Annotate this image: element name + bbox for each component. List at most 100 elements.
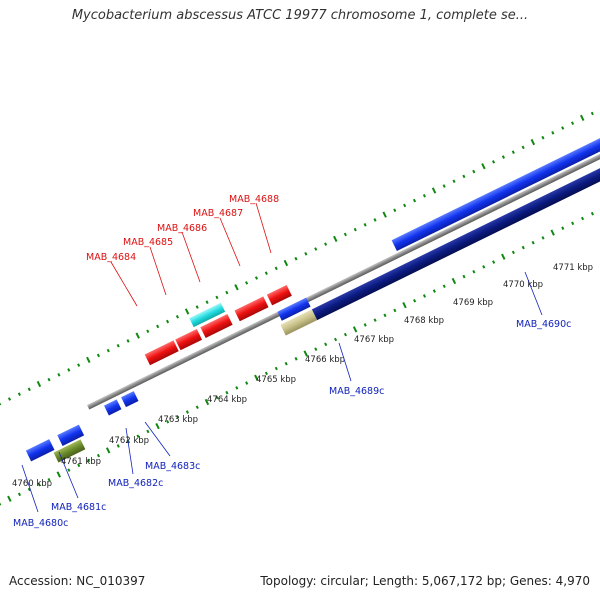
ruler-label-4767: 4767 kbp — [354, 335, 394, 345]
map-title: Mycobacterium abscessus ATCC 19977 chrom… — [71, 8, 529, 23]
minor-tick — [156, 324, 160, 329]
minor-tick — [590, 211, 594, 216]
label-mab-4684: MAB_4684 — [86, 252, 136, 263]
gene-mab-4686-cyan[interactable] — [189, 302, 226, 328]
minor-tick — [472, 169, 476, 174]
ruler-label-4769: 4769 kbp — [453, 298, 493, 308]
major-tick — [56, 471, 61, 478]
minor-tick — [294, 256, 298, 261]
ruler-label-4768: 4768 kbp — [404, 316, 444, 326]
gene-mab-4685[interactable] — [175, 328, 203, 351]
minor-tick — [116, 343, 120, 348]
minor-tick — [37, 482, 41, 487]
major-tick — [234, 284, 239, 291]
minor-tick — [166, 319, 170, 324]
minor-tick — [324, 342, 328, 347]
minor-tick — [324, 242, 328, 246]
minor-tick — [136, 434, 140, 439]
gene-mab-4681c[interactable] — [57, 424, 85, 446]
minor-tick — [571, 221, 575, 226]
minor-tick — [77, 463, 81, 468]
minor-tick — [314, 347, 318, 351]
minor-tick — [403, 203, 407, 208]
minor-tick — [393, 208, 397, 213]
minor-tick — [245, 381, 249, 385]
label-mab-4688: MAB_4688 — [229, 194, 279, 205]
major-tick — [481, 163, 486, 170]
gene-mab-4687[interactable] — [234, 296, 269, 322]
minor-tick — [185, 410, 189, 414]
minor-tick — [353, 227, 357, 232]
minor-tick — [166, 419, 170, 424]
gene-forward-long[interactable] — [391, 64, 600, 251]
minor-tick — [561, 126, 565, 130]
minor-tick — [264, 371, 268, 376]
minor-tick — [96, 353, 100, 358]
label-mab-4687: MAB_4687 — [193, 208, 243, 219]
major-tick — [86, 356, 91, 363]
minor-tick — [343, 232, 347, 237]
gene-mab-4683c[interactable] — [104, 399, 122, 416]
outer-tick-line — [0, 111, 594, 406]
minor-tick — [304, 252, 308, 256]
minor-tick — [116, 444, 120, 448]
minor-tick — [57, 373, 61, 377]
gene-mab-4688[interactable] — [266, 284, 292, 306]
minor-tick — [225, 390, 229, 395]
minor-tick — [551, 131, 555, 135]
minor-tick — [96, 453, 101, 458]
minor-tick — [373, 318, 377, 322]
reverse-labels: MAB_4680c MAB_4681c MAB_4682c MAB_4683c … — [13, 271, 571, 529]
minor-tick — [541, 236, 545, 240]
minor-tick — [422, 193, 426, 198]
gene-mab-4690c[interactable] — [311, 98, 600, 321]
minor-tick — [590, 111, 594, 116]
major-tick — [303, 350, 308, 357]
minor-tick — [205, 300, 209, 305]
major-tick — [7, 495, 12, 502]
minor-tick — [77, 363, 81, 367]
ruler-label-4771: 4771 kbp — [553, 263, 593, 273]
minor-tick — [521, 145, 525, 150]
minor-tick — [412, 198, 417, 203]
ruler-label-4763: 4763 kbp — [158, 415, 198, 425]
major-tick — [431, 187, 437, 194]
minor-tick — [195, 405, 199, 410]
ruler-label-4760: 4760 kbp — [12, 479, 52, 489]
label-mab-4689c: MAB_4689c — [329, 386, 384, 397]
minor-tick — [422, 294, 427, 298]
minor-tick — [254, 276, 259, 280]
gene-mab-4680c[interactable] — [25, 439, 55, 462]
minor-tick — [343, 332, 348, 337]
gene-mab-4686[interactable] — [200, 314, 233, 338]
major-tick — [530, 138, 536, 146]
gene-mab-4689c[interactable] — [280, 309, 318, 336]
minor-tick — [521, 245, 525, 250]
minor-tick — [561, 226, 565, 230]
label-mab-4681c: MAB_4681c — [51, 502, 106, 513]
ruler-label-4765: 4765 kbp — [256, 375, 296, 385]
gene-mab-4684[interactable] — [144, 340, 179, 366]
minor-tick — [274, 266, 278, 271]
minor-tick — [146, 329, 150, 334]
minor-tick — [531, 240, 535, 245]
gene-mab-4683c-b[interactable] — [121, 391, 139, 408]
gene-blue-small[interactable] — [277, 297, 311, 321]
minor-tick — [215, 395, 219, 400]
label-mab-4683c: MAB_4683c — [145, 461, 200, 472]
minor-tick — [0, 502, 2, 506]
minor-tick — [432, 289, 436, 293]
minor-tick — [491, 160, 496, 164]
ruler-labels: 4760 kbp 4761 kbp 4762 kbp 4763 kbp 4764… — [12, 263, 593, 489]
minor-tick — [442, 184, 446, 188]
minor-tick — [175, 314, 179, 319]
gene-mab-4682c[interactable] — [53, 439, 86, 463]
genome-summary-text: Topology: circular; Length: 5,067,172 bp… — [260, 574, 590, 588]
major-tick — [451, 277, 457, 285]
minor-tick — [146, 429, 150, 434]
minor-tick — [195, 305, 199, 309]
minor-tick — [363, 323, 367, 327]
minor-tick — [17, 492, 22, 497]
minor-tick — [225, 290, 229, 295]
